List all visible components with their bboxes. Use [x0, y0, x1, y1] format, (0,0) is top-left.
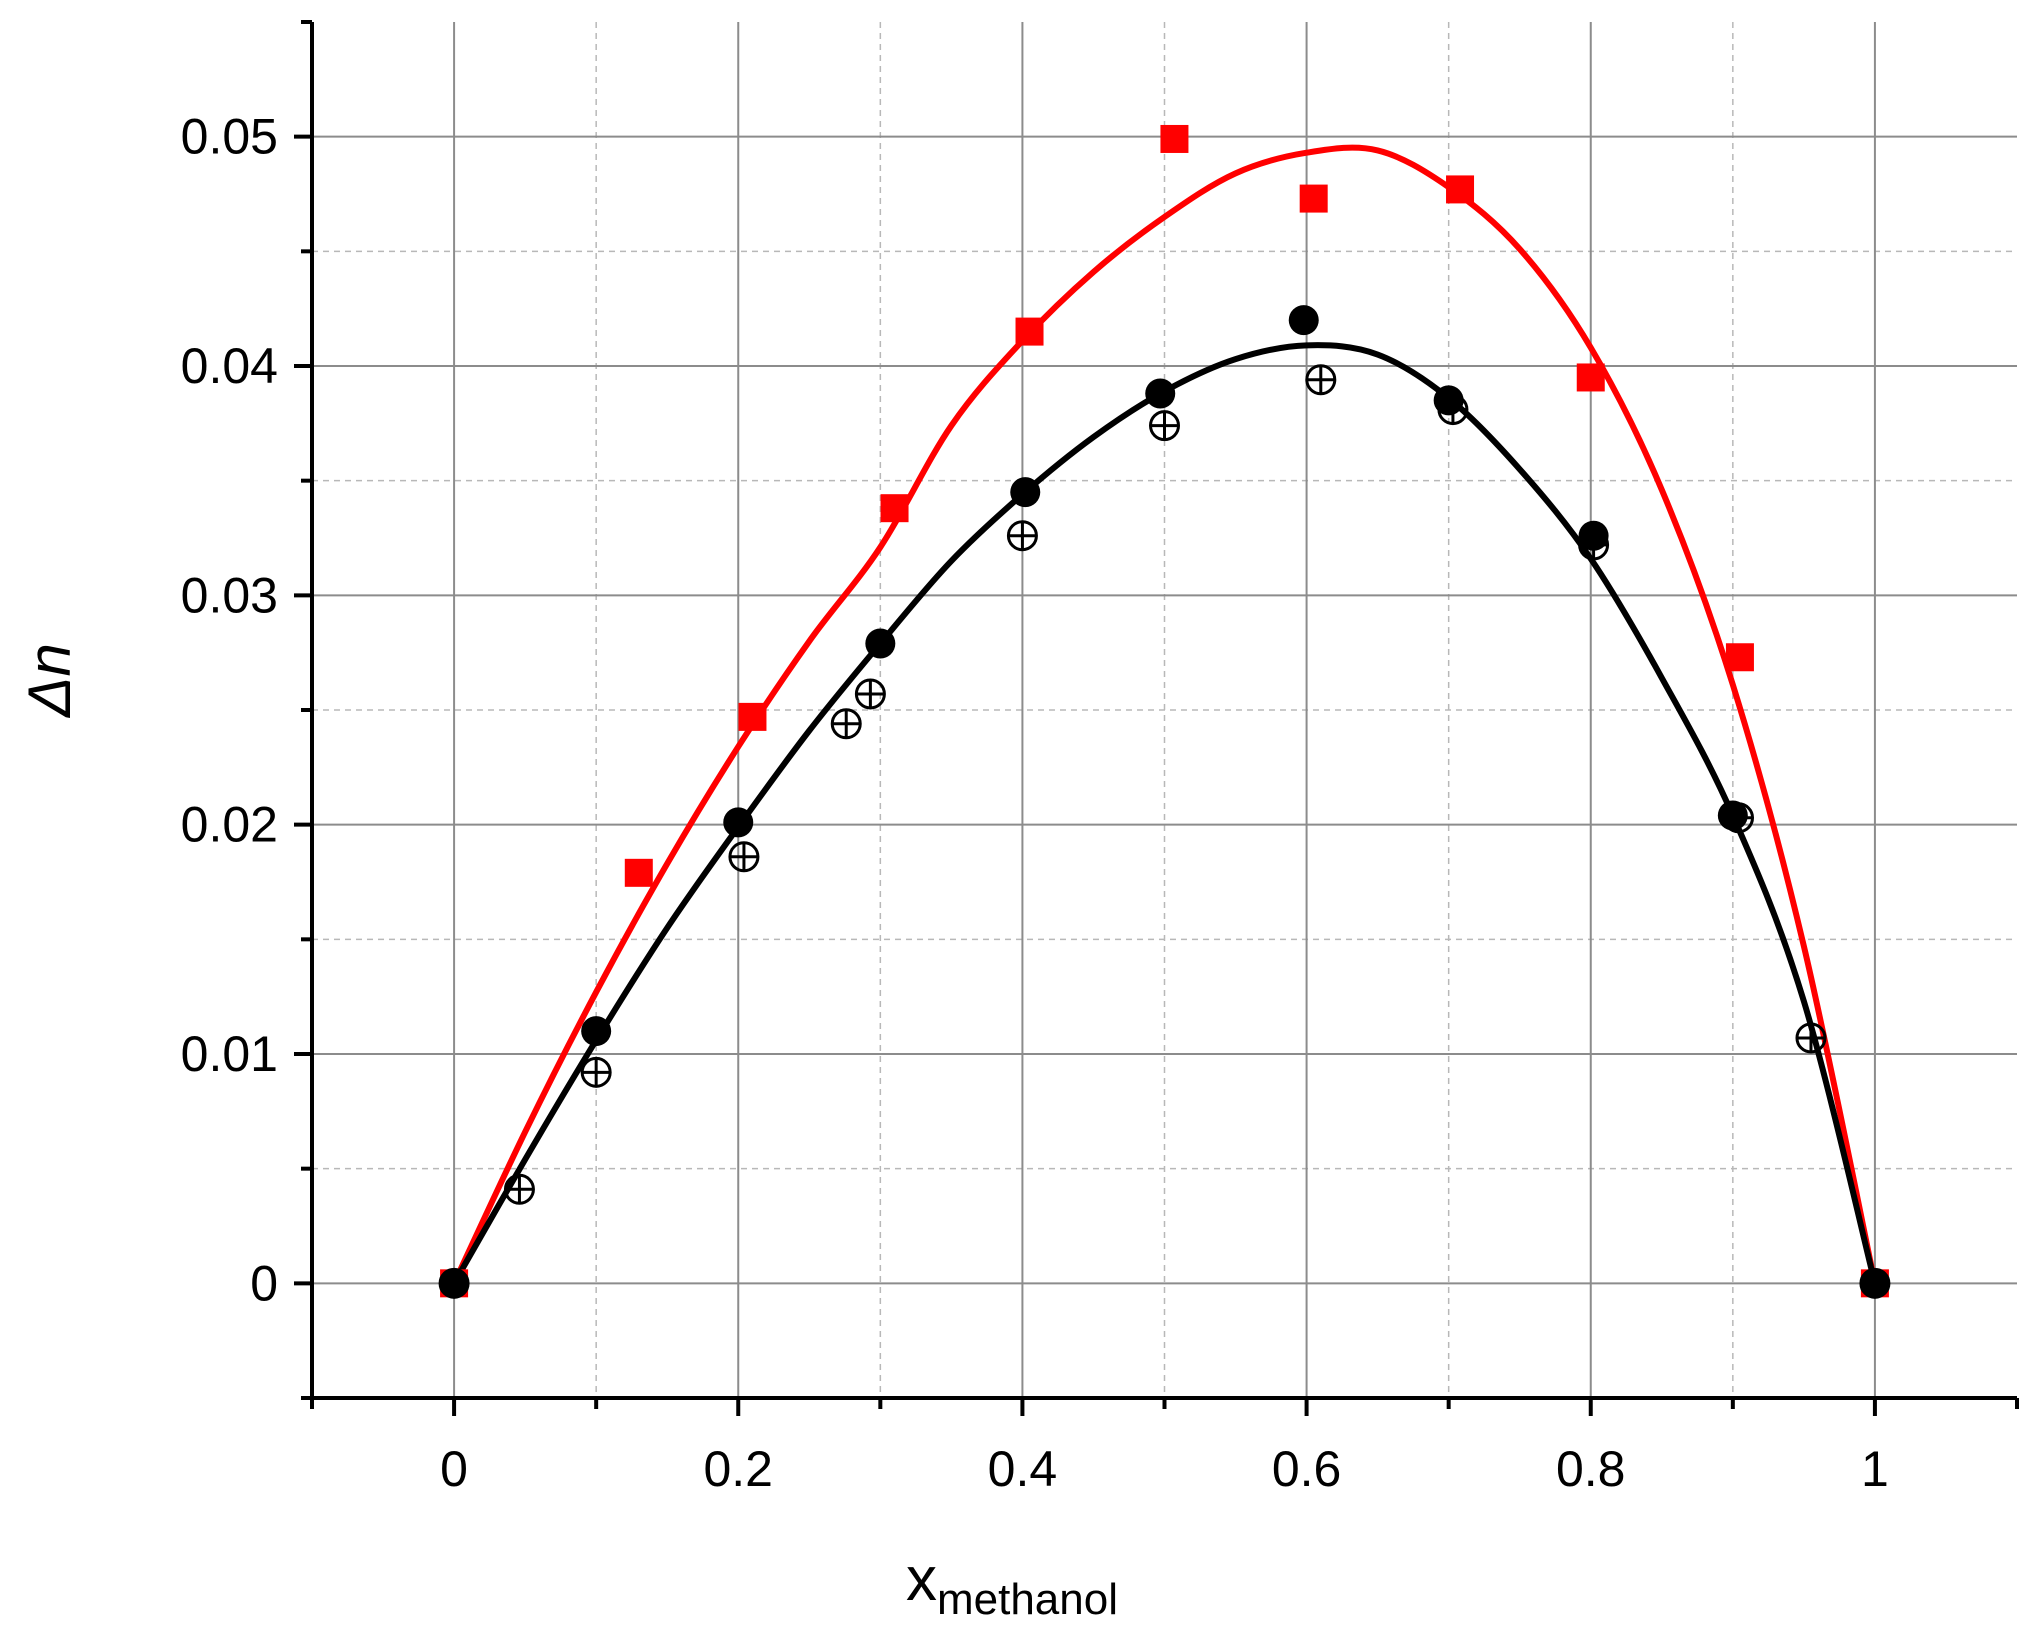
x-axis-title-main: x [906, 1545, 937, 1614]
axes [294, 20, 2019, 1416]
x-tick-label: 0.8 [1556, 1441, 1626, 1497]
filled-circle-marker [1433, 385, 1464, 416]
square-marker [1446, 175, 1475, 204]
crossed-circle-marker [1437, 394, 1469, 426]
x-axis-title-subscript: methanol [937, 1575, 1118, 1624]
fit-curve-black [451, 342, 1878, 1287]
y-axis-title: Δn [16, 643, 83, 719]
tick-labels: 0 0.2 0.4 0.6 0.8 1 0 0.01 0.02 0.03 0.04 0.05 [181, 109, 1889, 1497]
square-marker [738, 702, 767, 731]
crossed-circle-marker [1149, 410, 1180, 442]
x-tick-label: 0.6 [1272, 1441, 1342, 1497]
square-marker [880, 494, 909, 523]
square-marker [624, 858, 653, 887]
filled-circle-marker [1010, 477, 1041, 508]
x-axis-title: xmethanol [906, 1545, 1118, 1624]
square-marker [1160, 124, 1189, 153]
x-tick-label: 0 [440, 1441, 468, 1497]
square-marker [1299, 184, 1328, 213]
data-points [438, 124, 1891, 1299]
filled-circle-marker [723, 807, 754, 838]
square-marker [1725, 643, 1754, 672]
filled-circle-marker [1145, 378, 1176, 409]
crossed-circle-marker [503, 1173, 535, 1205]
y-tick-label: 0.03 [181, 567, 278, 623]
y-tick-label: 0.02 [181, 797, 278, 853]
filled-circle-marker [865, 628, 896, 659]
crossed-circle-marker [580, 1056, 612, 1088]
crossed-circle-marker [1859, 1267, 1891, 1299]
crossed-circle-marker [1305, 364, 1337, 396]
y-tick-label: 0.01 [181, 1026, 278, 1082]
filled-circle-marker [581, 1016, 612, 1047]
grid [312, 22, 2017, 1398]
crossed-circle-marker [438, 1267, 470, 1299]
x-tick-label: 0.4 [988, 1441, 1058, 1497]
crossed-circle-marker [1006, 520, 1038, 552]
y-tick-label: 0 [250, 1255, 278, 1311]
crossed-circle-marker [830, 708, 862, 740]
crossed-circle-marker [1578, 529, 1610, 561]
x-tick-label: 0.2 [703, 1441, 773, 1497]
square-marker [1576, 363, 1605, 392]
y-tick-label: 0.04 [181, 338, 278, 394]
crossed-circle-marker [728, 841, 760, 873]
crossed-circle-marker [1723, 802, 1755, 834]
y-tick-label: 0.05 [181, 109, 278, 165]
x-tick-label: 1 [1861, 1441, 1889, 1497]
crossed-circle-marker [854, 678, 886, 710]
square-marker [1015, 317, 1044, 346]
filled-circle-marker [1288, 305, 1319, 336]
fit-curves [451, 144, 1878, 1287]
fit-curve-red [451, 144, 1878, 1287]
crossed-circle-marker [1795, 1022, 1827, 1054]
